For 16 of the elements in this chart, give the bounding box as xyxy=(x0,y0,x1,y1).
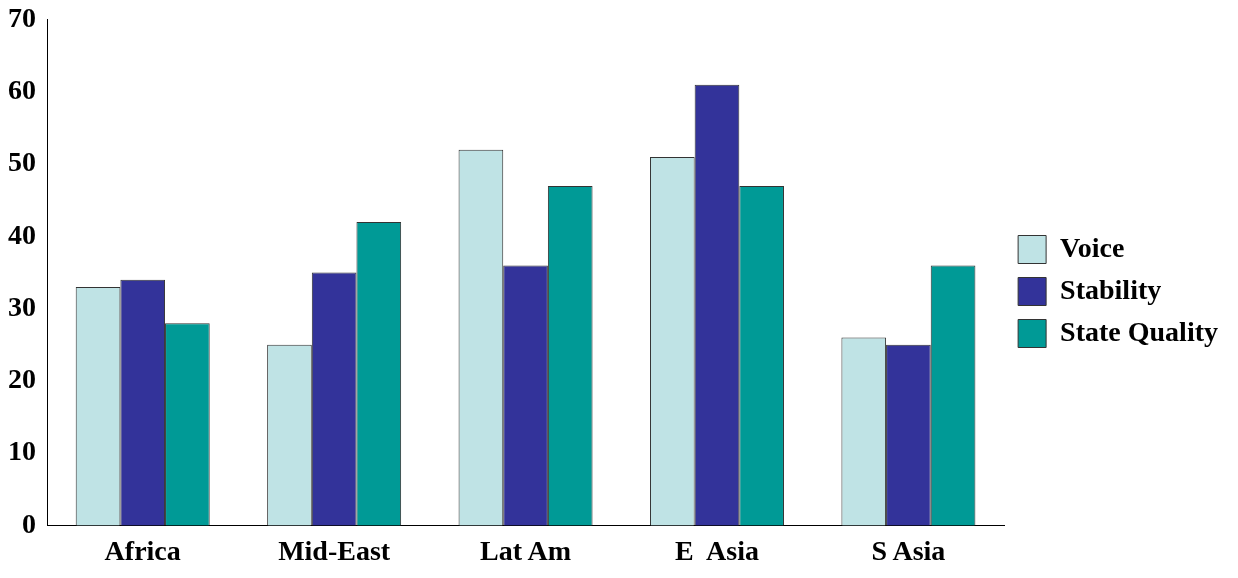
y-tick-label: 20 xyxy=(8,363,36,395)
y-tick-label: 60 xyxy=(8,74,36,106)
legend-label: Voice xyxy=(1060,231,1125,263)
y-tick-label: 0 xyxy=(22,507,36,539)
legend-label: Stability xyxy=(1060,273,1162,305)
y-tick-label: 70 xyxy=(8,2,36,34)
x-tick-label: Lat Am xyxy=(480,535,572,567)
y-tick-label: 30 xyxy=(8,290,36,322)
x-tick-label: Mid-East xyxy=(278,535,391,567)
y-tick-label: 40 xyxy=(8,218,36,250)
y-tick-label: 50 xyxy=(8,146,36,178)
y-tick-label: 10 xyxy=(8,435,36,467)
x-tick-label: S Asia xyxy=(871,535,946,567)
x-tick-label: E Asia xyxy=(674,535,759,567)
x-tick-label: Africa xyxy=(104,535,181,567)
legend-label: State Quality xyxy=(1060,315,1219,347)
